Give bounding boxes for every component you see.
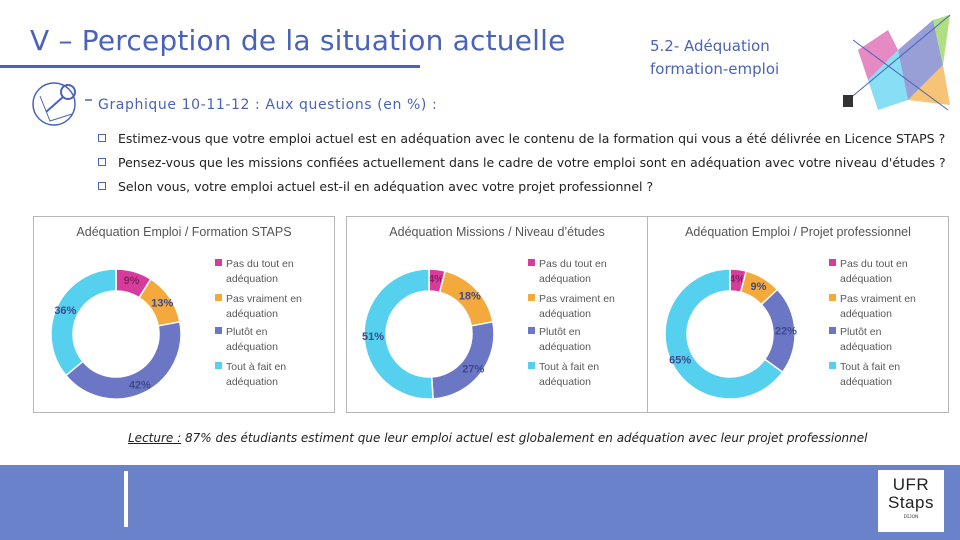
- list-item: Selon vous, votre emploi actuel est-il e…: [98, 174, 946, 198]
- legend-swatch: [829, 259, 836, 266]
- donut-chart: 9% 13% 42% 36% Pas du tout en adéquation Pas v…: [50, 258, 302, 400]
- slice-value-label: 9%: [751, 281, 767, 293]
- question-text: Pensez-vous que les missions confiées ac…: [118, 154, 946, 170]
- slice-value-label: 27%: [462, 363, 484, 375]
- legend-swatch: [528, 327, 535, 334]
- legend-swatch: [528, 362, 535, 369]
- list-item: Pensez-vous que les missions confiées ac…: [98, 150, 946, 174]
- logo-line-2: Staps: [888, 493, 934, 512]
- graph-heading: Graphique 10-11-12 : Aux questions (en %…: [98, 97, 438, 113]
- legend-label: Tout à fait en: [226, 361, 286, 373]
- legend-swatch: [829, 327, 836, 334]
- legend-label: Pas du tout en: [840, 258, 908, 270]
- chart-title: Adéquation Emploi / Projet professionnel: [685, 225, 911, 239]
- legend-label: Pas vraiment en: [539, 293, 615, 305]
- page-title: V – Perception de la situation actuelle: [30, 24, 566, 57]
- slice-value-label: 22%: [775, 325, 797, 337]
- donut-slice: [363, 268, 434, 400]
- slice-value-label: 65%: [669, 354, 691, 366]
- legend-label: Tout à fait en: [840, 361, 900, 373]
- donut-slice: [430, 320, 495, 400]
- checkbox-bullet-icon: [98, 158, 106, 166]
- question-text: Estimez-vous que votre emploi actuel est…: [118, 130, 946, 146]
- legend-label: adéquation: [226, 308, 278, 320]
- footer-divider: [124, 471, 128, 527]
- slice-value-label: 36%: [54, 305, 76, 317]
- legend-label: Tout à fait en: [539, 361, 599, 373]
- legend-label: adéquation: [226, 341, 278, 353]
- logo-line-3: ᴅɪᴊᴏɴ: [903, 514, 919, 520]
- slice-value-label: 42%: [129, 380, 151, 392]
- legend-swatch: [215, 294, 222, 301]
- legend-swatch: [829, 362, 836, 369]
- legend-label: adéquation: [840, 273, 892, 285]
- slice-value-label: 4%: [729, 273, 745, 285]
- chart-missions-niveau: Adéquation Missions / Niveau d’études 4%…: [346, 216, 648, 413]
- donut-chart: 4% 9% 22% 65% Pas du tout en adéquation Pas vr…: [664, 258, 916, 400]
- chart-projet-professionnel: Adéquation Emploi / Projet professionnel…: [647, 216, 949, 413]
- legend-label: adéquation: [539, 308, 591, 320]
- legend-swatch: [528, 259, 535, 266]
- legend-label: adéquation: [226, 273, 278, 285]
- question-text: Selon vous, votre emploi actuel est-il e…: [118, 178, 654, 194]
- legend-label: Plutôt en: [840, 326, 882, 338]
- legend-label: adéquation: [840, 376, 892, 388]
- chart-formation-staps: Adéquation Emploi / Formation STAPS 9% 13…: [33, 216, 335, 413]
- ufr-staps-logo: UFR Staps ᴅɪᴊᴏɴ: [878, 470, 944, 532]
- legend-swatch: [215, 327, 222, 334]
- donut-slice: [50, 268, 117, 377]
- legend-label: Pas vraiment en: [226, 293, 302, 305]
- legend-swatch: [829, 294, 836, 301]
- chart-title: Adéquation Emploi / Formation STAPS: [76, 225, 292, 239]
- slice-value-label: 13%: [151, 298, 173, 310]
- legend-label: Pas du tout en: [226, 258, 294, 270]
- checkbox-bullet-icon: [98, 134, 106, 142]
- question-list: Estimez-vous que votre emploi actuel est…: [98, 126, 946, 198]
- donut-slice: [664, 268, 784, 400]
- legend-label: adéquation: [226, 376, 278, 388]
- footer-band: [0, 465, 960, 540]
- slice-value-label: 18%: [459, 291, 481, 303]
- legend-label: Pas vraiment en: [840, 293, 916, 305]
- list-item: Estimez-vous que votre emploi actuel est…: [98, 126, 946, 150]
- legend-label: adéquation: [539, 341, 591, 353]
- legend-label: adéquation: [539, 273, 591, 285]
- donut-chart: 4% 18% 27% 51% Pas du tout en adéquation Pas v…: [362, 258, 615, 400]
- legend-swatch: [528, 294, 535, 301]
- donut-slice: [64, 320, 182, 400]
- caption-text: 87% des étudiants estiment que leur empl…: [181, 431, 868, 445]
- legend-label: adéquation: [840, 341, 892, 353]
- magnifier-icon: [32, 82, 92, 126]
- legend-label: Pas du tout en: [539, 258, 607, 270]
- caption-label: Lecture :: [128, 431, 182, 445]
- slice-value-label: 51%: [362, 331, 384, 343]
- slice-value-label: 9%: [124, 275, 140, 287]
- legend-label: adéquation: [840, 308, 892, 320]
- legend-label: Plutôt en: [226, 326, 268, 338]
- decorative-mosaic-icon: [843, 14, 951, 111]
- section-title: 5.2- Adéquation formation-emploi: [650, 37, 780, 78]
- logo-line-1: UFR: [892, 475, 930, 494]
- legend-swatch: [215, 362, 222, 369]
- chart-title: Adéquation Missions / Niveau d’études: [389, 225, 605, 239]
- checkbox-bullet-icon: [98, 182, 106, 190]
- legend-label: adéquation: [539, 376, 591, 388]
- reading-caption: Lecture : 87% des étudiants estiment que…: [128, 431, 868, 445]
- slice-value-label: 4%: [428, 273, 444, 285]
- legend-swatch: [215, 259, 222, 266]
- legend-label: Plutôt en: [539, 326, 581, 338]
- title-underline: [0, 65, 420, 68]
